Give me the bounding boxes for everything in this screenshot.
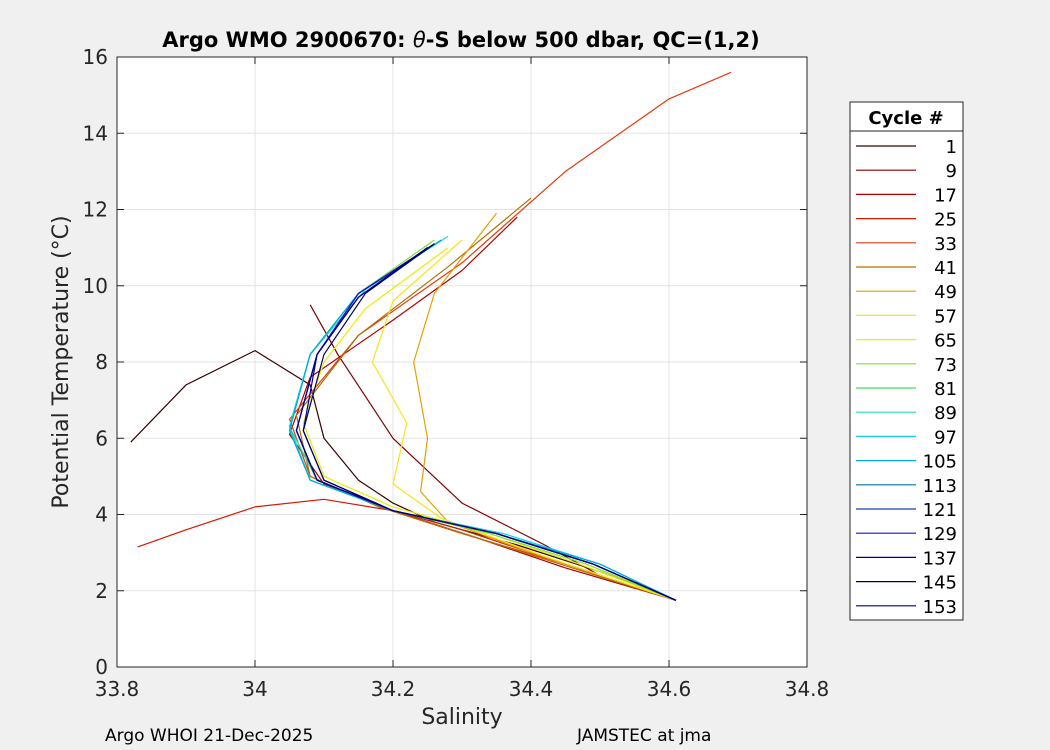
y-axis-label: Potential Temperature (°C) xyxy=(49,215,74,508)
legend-entry-label: 73 xyxy=(934,355,957,376)
x-tick-label: 34.6 xyxy=(647,677,692,701)
series-line-cycle-57 xyxy=(371,239,677,601)
legend-entry-label: 153 xyxy=(923,597,957,618)
legend-entry-label: 1 xyxy=(946,137,957,158)
series-line-cycle-153 xyxy=(295,247,677,601)
series-line-cycle-41 xyxy=(295,197,677,601)
y-tick-label: 14 xyxy=(83,121,108,145)
y-tick-label: 16 xyxy=(83,45,108,69)
legend-entry-label: 81 xyxy=(934,379,957,400)
legend-entry-label: 105 xyxy=(923,452,957,473)
legend-title: Cycle # xyxy=(868,108,943,129)
y-tick-label: 8 xyxy=(95,350,108,374)
legend-entry-label: 137 xyxy=(923,548,957,569)
x-tick-label: 34 xyxy=(242,677,267,701)
y-tick-label: 10 xyxy=(83,274,108,298)
y-tick-label: 12 xyxy=(83,198,108,222)
legend-entry-label: 65 xyxy=(934,331,957,352)
series-group xyxy=(130,71,732,601)
legend-entry-label: 113 xyxy=(923,476,957,497)
series-line-cycle-65 xyxy=(302,247,677,601)
y-tick-label: 2 xyxy=(95,579,108,603)
footer-left: Argo WHOI 21-Dec-2025 xyxy=(105,726,313,746)
legend-entry-label: 17 xyxy=(934,185,957,206)
legend-entry-label: 97 xyxy=(934,427,957,448)
legend-entry-label: 33 xyxy=(934,234,957,255)
chart-title: Argo WMO 2900670: θ-S below 500 dbar, QC… xyxy=(162,28,759,52)
legend-entry-label: 49 xyxy=(934,282,957,303)
x-axis-label: Salinity xyxy=(421,705,502,730)
series-line-cycle-1 xyxy=(130,350,677,601)
footer-right: JAMSTEC at jma xyxy=(576,726,711,746)
legend-entry-label: 145 xyxy=(923,573,957,594)
series-line-cycle-49 xyxy=(413,212,677,601)
x-tick-label: 33.8 xyxy=(95,677,140,701)
ticks: 33.8 34 34.2 34.4 34.6 34.8 0 2 4 6 8 10 12 14 16 xyxy=(83,45,830,701)
x-tick-label: 34.8 xyxy=(785,677,830,701)
legend-entry-label: 25 xyxy=(934,210,957,231)
legend-entry-label: 57 xyxy=(934,306,957,327)
x-tick-label: 34.4 xyxy=(509,677,554,701)
series-line-cycle-105 xyxy=(288,239,677,601)
legend: Cycle # 1 9 17 25 33 41 49 57 65 73 81 89 97 105 113 12… xyxy=(849,101,964,621)
y-tick-label: 4 xyxy=(95,503,108,527)
legend-entry-label: 129 xyxy=(923,524,957,545)
legend-entry-label: 89 xyxy=(934,403,957,424)
x-tick-label: 34.2 xyxy=(371,677,416,701)
y-tick-label: 0 xyxy=(95,655,108,679)
legend-entry-label: 121 xyxy=(923,500,957,521)
legend-entry-label: 9 xyxy=(946,161,957,182)
legend-entry-label: 41 xyxy=(934,258,957,279)
y-tick-label: 6 xyxy=(95,426,108,450)
